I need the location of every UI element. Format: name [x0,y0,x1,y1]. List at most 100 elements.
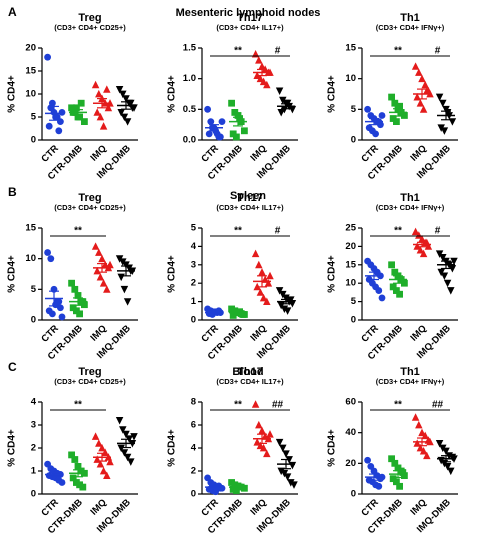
point [117,109,125,117]
point [418,74,426,83]
point [256,74,265,83]
plot-subtitle: (CD3+ CD4+ IL17+) [216,377,284,386]
plot-subtitle: (CD3+ CD4+ CD25+) [54,23,126,32]
y-tick-label: 0 [351,489,356,500]
panel-letter: A [8,5,17,19]
significance-label: ## [272,400,284,411]
point [416,443,425,452]
point [391,268,399,276]
point [91,432,100,440]
y-axis-label: % CD4+ [7,75,18,113]
point [119,426,127,434]
point [103,85,111,93]
point [49,99,56,107]
plot-title: Th1 [400,192,420,204]
significance-label: ** [234,46,242,57]
point [251,400,260,408]
point [101,260,109,269]
point [388,455,395,463]
point [396,482,403,490]
plot: Treg(CD3+ CD4+ CD25+)% CD4+01234CTRCTR-D… [7,366,138,536]
y-tick-label: 20 [25,43,36,54]
point [393,478,400,486]
point [393,287,400,294]
section-title: Mesenteric lymphoid nodes [176,7,321,19]
point [122,95,130,103]
point [439,99,447,108]
y-tick-label: 5 [31,284,37,295]
y-tick-label: 2 [191,466,196,477]
point [287,296,295,304]
point [99,122,108,130]
point [263,80,271,89]
point [76,310,83,318]
point [115,417,124,425]
y-tick-label: 1.5 [183,43,197,54]
point [233,487,240,494]
point [96,460,105,468]
point [440,127,449,135]
x-tick-label: IMQ [88,497,108,517]
y-axis-label: % CD4+ [7,429,18,467]
point [388,261,395,269]
point [69,474,77,482]
point [120,113,129,122]
x-tick-label: IMQ [248,323,268,343]
plot: Treg(CD3+ CD4+ CD25+)% CD4+05101520CTRCT… [7,12,138,182]
x-tick-label: IMQ [408,497,428,517]
point [415,231,423,239]
point [255,56,263,64]
point [411,62,420,70]
point [91,80,100,89]
point [277,109,285,117]
significance-label: ** [394,400,402,411]
point [127,458,135,466]
point [275,87,284,96]
point [435,440,444,448]
point [58,313,66,321]
y-tick-label: 15 [345,259,356,270]
significance-label: ** [234,226,242,237]
point [115,86,124,94]
point [117,273,125,282]
y-axis-label: % CD4+ [327,75,338,113]
point [58,109,66,116]
y-axis-label: % CD4+ [327,429,338,467]
point [45,122,53,130]
plot-title: Th17 [237,366,263,378]
y-axis-label: % CD4+ [167,255,178,293]
significance-label: ** [234,400,242,411]
point [106,260,114,269]
y-tick-label: 20 [345,241,356,252]
y-tick-label: 0 [31,315,36,326]
point [207,118,215,125]
panel-letter: C [8,360,17,374]
point [416,246,425,254]
point [396,290,403,298]
y-tick-label: 0 [351,315,356,326]
point [239,311,247,318]
point [263,449,271,458]
point [364,456,371,464]
y-axis-label: % CD4+ [167,75,178,113]
y-tick-label: 40 [345,427,356,438]
point [44,53,51,61]
plot-subtitle: (CD3+ CD4+ IL17+) [216,203,284,212]
point [275,438,284,447]
point [73,104,80,112]
y-tick-label: 3 [191,259,196,270]
significance-label: ** [74,400,82,411]
point [122,430,130,439]
significance-label: ** [74,226,82,237]
point [375,482,383,490]
y-tick-label: 60 [345,397,356,408]
y-axis-label: % CD4+ [7,255,18,293]
panel-letter: B [8,185,17,199]
point [130,433,138,441]
point [258,426,266,435]
point [52,113,59,121]
y-tick-label: 5 [351,104,357,115]
point [228,99,235,107]
section-title: Spleen [230,190,266,202]
y-tick-label: 1 [31,466,37,477]
